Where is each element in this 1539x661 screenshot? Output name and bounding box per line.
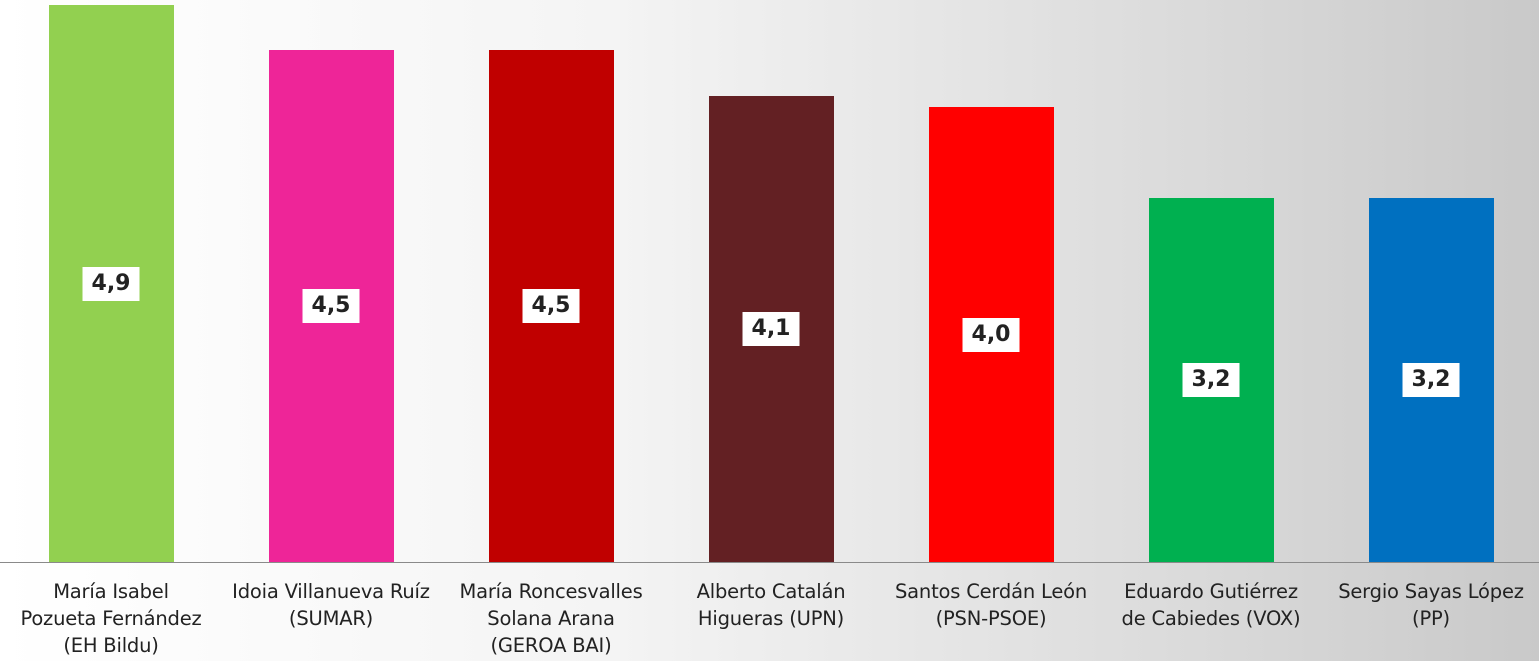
- bar: 4,0: [928, 107, 1054, 562]
- bar: 4,1: [708, 96, 834, 562]
- category-label: Santos Cerdán León (PSN-PSOE): [895, 580, 1087, 630]
- category-label: María Roncesvalles Solana Arana (GEROA B…: [459, 580, 643, 657]
- data-label: 4,9: [82, 266, 140, 301]
- category-label: Idoia Villanueva Ruíz (SUMAR): [232, 580, 430, 630]
- data-label: 4,0: [962, 317, 1020, 352]
- category-label: Eduardo Gutiérrez de Cabiedes (VOX): [1121, 580, 1301, 630]
- bar: 3,2: [1368, 198, 1494, 562]
- category-label: Sergio Sayas López (PP): [1338, 580, 1524, 630]
- data-label: 4,5: [302, 289, 360, 323]
- data-label: 3,2: [1182, 363, 1240, 397]
- bar: 3,2: [1148, 198, 1274, 562]
- category-label: María Isabel Pozueta Fernández (EH Bildu…: [20, 580, 202, 657]
- data-label: 4,1: [742, 312, 800, 346]
- bar: 4,9: [48, 5, 174, 562]
- data-label: 3,2: [1402, 363, 1460, 397]
- x-axis-line: [0, 562, 1539, 563]
- bar: 4,5: [488, 50, 614, 562]
- bar: 4,5: [268, 50, 394, 562]
- category-label: Alberto Catalán Higueras (UPN): [696, 580, 846, 630]
- data-label: 4,5: [522, 289, 580, 323]
